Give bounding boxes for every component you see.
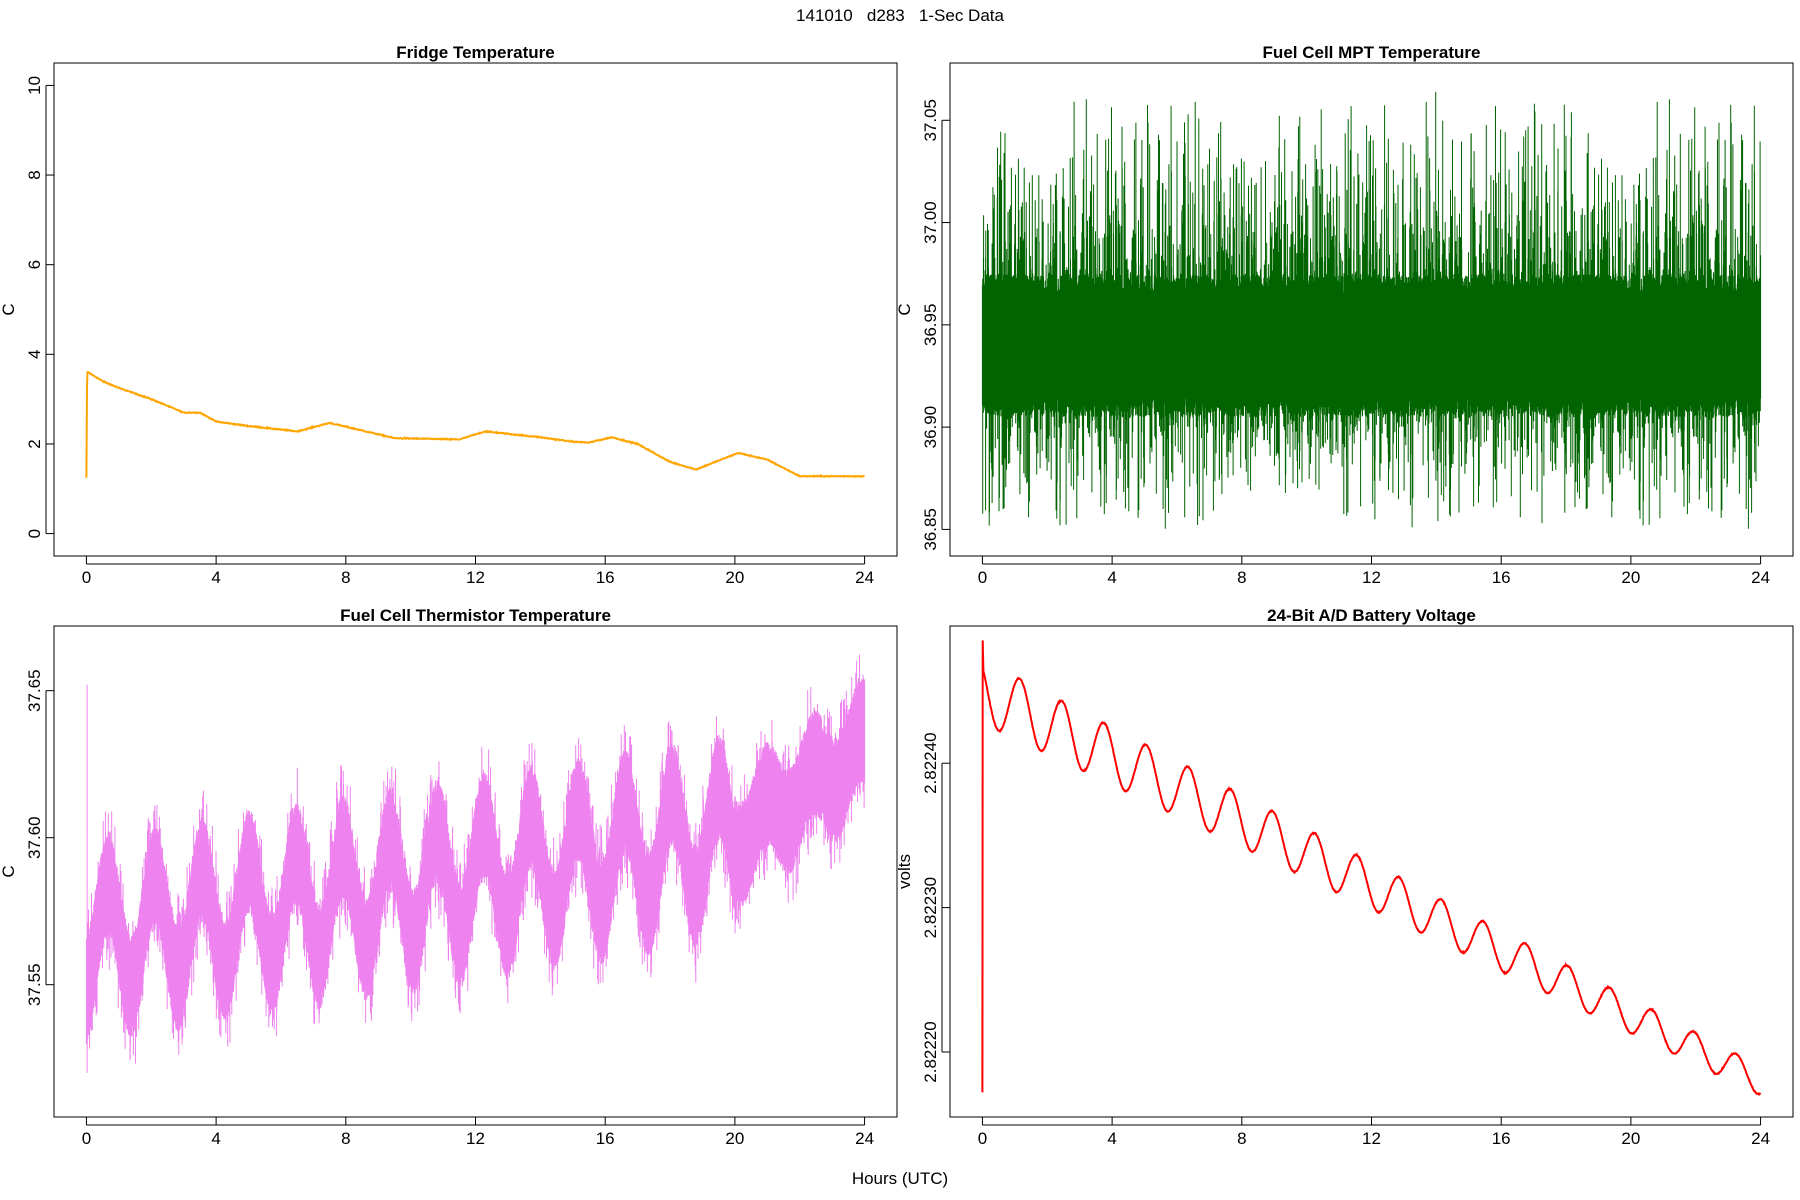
y-tick-label: 2: [25, 439, 44, 448]
x-axis-common-label: Hours (UTC): [851, 1169, 949, 1188]
x-tick-label: 12: [466, 1129, 485, 1148]
series-line: [85, 370, 865, 479]
chart-thermistor: Fuel Cell Thermistor Temperature C 0 4 8 12 16…: [0, 606, 898, 1148]
x-tick-label: 4: [211, 1129, 220, 1148]
x-tick-label: 4: [1107, 1129, 1116, 1148]
y-axis-label: C: [0, 303, 18, 315]
x-tick-label: 16: [1492, 1129, 1511, 1148]
chart-battery: 24-Bit A/D Battery Voltage volts 0 4 8 12 16 20…: [895, 606, 1794, 1148]
y-tick-label: 37.55: [25, 963, 44, 1006]
y-tick-label: 4: [25, 350, 44, 359]
y-tick-label: 0: [25, 529, 44, 538]
x-tick-label: 8: [341, 1129, 350, 1148]
x-tick-label: 24: [1751, 1129, 1770, 1148]
x-tick-label: 16: [596, 1129, 615, 1148]
page-title: 141010 d283 1-Sec Data: [796, 6, 1004, 25]
x-tick-label: 20: [1621, 568, 1640, 587]
y-tick-label: 37.65: [25, 669, 44, 712]
data-layer: [85, 370, 865, 479]
y-tick-label: 10: [25, 76, 44, 95]
x-tick-label: 8: [1237, 1129, 1246, 1148]
x-tick-label: 8: [341, 568, 350, 587]
chart-title: Fuel Cell MPT Temperature: [1263, 43, 1481, 62]
y-axis-label: C: [895, 303, 914, 315]
data-layer: [85, 654, 866, 1073]
chart-title: Fridge Temperature: [396, 43, 554, 62]
x-tick-label: 8: [1237, 568, 1246, 587]
x-tick-label: 12: [1362, 1129, 1381, 1148]
x-tick-label: 20: [725, 568, 744, 587]
x-tick-label: 0: [82, 568, 91, 587]
x-tick-label: 12: [466, 568, 485, 587]
x-tick-label: 16: [1492, 568, 1511, 587]
x-tick-label: 12: [1362, 568, 1381, 587]
x-tick-label: 4: [1107, 568, 1116, 587]
x-tick-label: 0: [978, 1129, 987, 1148]
data-layer: [981, 91, 1762, 529]
y-tick-label: 36.90: [921, 406, 940, 449]
y-tick-label: 37.00: [921, 201, 940, 244]
plot-frame: [53, 62, 898, 557]
chart-title: 24-Bit A/D Battery Voltage: [1267, 606, 1476, 625]
x-tick-label: 24: [855, 568, 874, 587]
data-layer: [981, 640, 1762, 1096]
x-tick-label: 4: [211, 568, 220, 587]
y-tick-label: 8: [25, 170, 44, 179]
y-tick-label: 2.82220: [921, 1021, 940, 1082]
x-tick-label: 24: [855, 1129, 874, 1148]
y-tick-label: 36.95: [921, 304, 940, 347]
y-tick-label: 37.05: [921, 99, 940, 142]
y-tick-label: 6: [25, 260, 44, 269]
y-tick-label: 2.82230: [921, 877, 940, 938]
y-tick-label: 2.82240: [921, 732, 940, 793]
x-tick-label: 0: [82, 1129, 91, 1148]
series-band: [85, 654, 866, 1073]
y-tick-label: 36.85: [921, 508, 940, 551]
x-tick-label: 20: [725, 1129, 744, 1148]
x-tick-label: 20: [1621, 1129, 1640, 1148]
x-tick-label: 0: [978, 568, 987, 587]
y-axis-label: volts: [895, 854, 914, 889]
x-tick-label: 24: [1751, 568, 1770, 587]
y-axis-label: C: [0, 865, 18, 877]
series-band: [981, 91, 1762, 529]
series-line: [981, 640, 1762, 1096]
y-tick-label: 37.60: [25, 816, 44, 859]
chart-mpt: Fuel Cell MPT Temperature C 0 4 8 12 16 20 24 36.…: [895, 43, 1794, 587]
x-tick-label: 16: [596, 568, 615, 587]
chart-title: Fuel Cell Thermistor Temperature: [340, 606, 611, 625]
